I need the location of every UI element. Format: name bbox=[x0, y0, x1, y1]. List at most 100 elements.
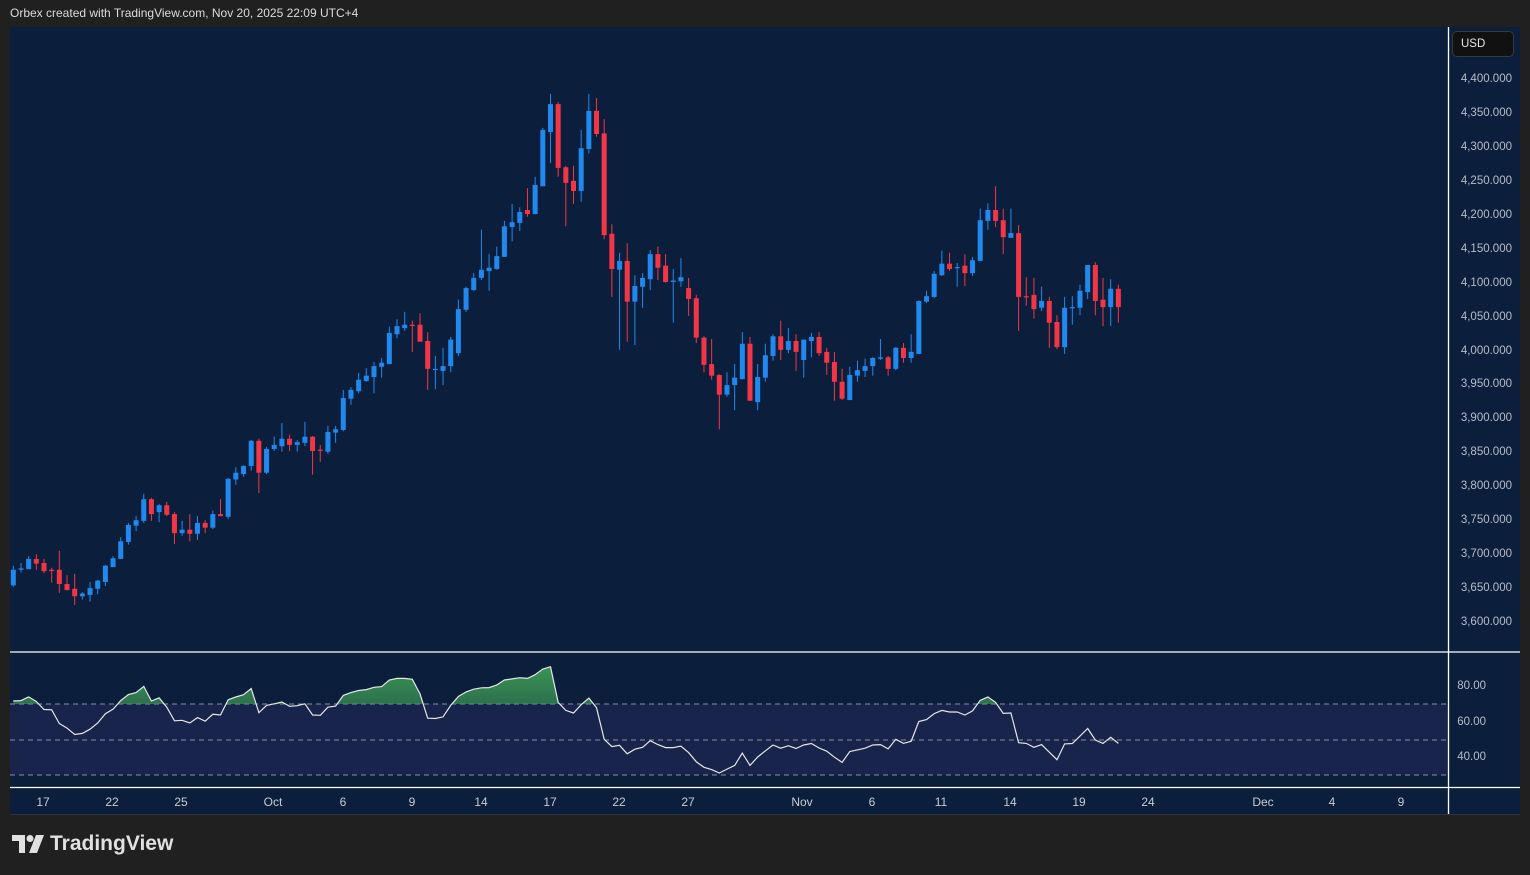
candle-body bbox=[601, 133, 607, 236]
candle-body bbox=[571, 180, 577, 192]
price-tick-label: 4,000.000 bbox=[1460, 344, 1512, 357]
candle-bullish bbox=[125, 522, 131, 545]
tradingview-logo[interactable]: TradingView bbox=[12, 832, 173, 856]
candle-bearish bbox=[33, 554, 39, 570]
candle-body bbox=[962, 265, 968, 274]
candle-bullish bbox=[640, 273, 646, 308]
candle-body bbox=[939, 263, 945, 276]
candle-body bbox=[271, 444, 277, 449]
candle-bullish bbox=[26, 556, 32, 570]
candle-bullish bbox=[739, 332, 745, 380]
candle-body bbox=[670, 280, 676, 282]
candle-body bbox=[555, 104, 561, 168]
candle-bullish bbox=[302, 421, 308, 447]
candle-body bbox=[640, 277, 646, 287]
candle-bullish bbox=[363, 368, 369, 382]
price-tick-label: 4,300.000 bbox=[1460, 140, 1512, 153]
candle-body bbox=[325, 431, 331, 452]
candle-body bbox=[256, 440, 262, 473]
candle-bullish bbox=[133, 516, 139, 532]
candle-bearish bbox=[417, 313, 423, 342]
price-tick-label: 3,750.000 bbox=[1460, 514, 1512, 527]
candle-body bbox=[816, 336, 822, 354]
time-tick-label: 19 bbox=[1072, 795, 1086, 809]
candle-body bbox=[125, 524, 131, 542]
candle-bullish bbox=[931, 271, 937, 299]
candle-bullish bbox=[908, 334, 914, 363]
candle-body bbox=[885, 357, 891, 369]
candle-body bbox=[455, 309, 461, 354]
chart-frame[interactable] bbox=[10, 27, 1520, 815]
time-tick-label: 27 bbox=[681, 795, 695, 809]
rsi-tick-label: 40.00 bbox=[1457, 751, 1486, 763]
candle-body bbox=[41, 562, 47, 572]
candle-body bbox=[1077, 290, 1083, 308]
candle-bearish bbox=[1031, 277, 1037, 319]
candle-bearish bbox=[571, 165, 577, 204]
candle-body bbox=[302, 436, 308, 443]
candle-bearish bbox=[171, 512, 177, 544]
candle-bullish bbox=[808, 332, 814, 358]
candle-body bbox=[762, 355, 768, 378]
candle-body bbox=[586, 110, 592, 149]
candle-bullish bbox=[547, 93, 553, 164]
candle-bullish bbox=[1062, 296, 1068, 354]
candle-body bbox=[831, 362, 837, 382]
candle-bullish bbox=[540, 127, 546, 187]
candle-bearish bbox=[947, 252, 953, 272]
candle-bearish bbox=[716, 374, 722, 430]
candle-body bbox=[1023, 296, 1029, 298]
candle-bullish bbox=[877, 338, 883, 361]
candle-bearish bbox=[885, 355, 891, 376]
candle-body bbox=[118, 541, 124, 559]
candle-bullish bbox=[110, 556, 116, 568]
candle-body bbox=[877, 357, 883, 359]
candle-bullish bbox=[862, 358, 868, 377]
candle-body bbox=[1031, 294, 1037, 310]
candle-bearish bbox=[287, 434, 293, 451]
rsi-line bbox=[13, 665, 1119, 774]
candle-bullish bbox=[463, 286, 469, 312]
candle-bullish bbox=[95, 579, 101, 595]
candle-body bbox=[1062, 307, 1068, 348]
candle-body bbox=[632, 286, 638, 302]
candle-bullish bbox=[893, 347, 899, 371]
candle-bullish bbox=[141, 493, 147, 523]
time-tick-label: 11 bbox=[934, 795, 948, 809]
candle-bullish bbox=[724, 372, 730, 397]
candle-body bbox=[432, 368, 438, 371]
price-tick-label: 4,250.000 bbox=[1460, 174, 1512, 187]
candle-body bbox=[693, 298, 699, 338]
candle-body bbox=[985, 210, 991, 221]
candle-body bbox=[709, 364, 715, 376]
candle-body bbox=[594, 110, 600, 134]
currency-selector[interactable]: USD bbox=[1452, 31, 1514, 57]
candle-body bbox=[1069, 307, 1075, 309]
candle-bullish bbox=[578, 129, 584, 202]
time-tick-label: 22 bbox=[105, 795, 119, 809]
candle-bullish bbox=[1039, 286, 1045, 312]
candle-bearish bbox=[816, 332, 822, 356]
candle-bullish bbox=[448, 336, 454, 373]
candle-bearish bbox=[624, 243, 630, 342]
price-tick-label: 3,950.000 bbox=[1460, 378, 1512, 391]
candle-body bbox=[839, 381, 845, 399]
candle-body bbox=[540, 129, 546, 187]
candle-bullish bbox=[394, 319, 400, 339]
candle-body bbox=[187, 529, 193, 534]
candle-body bbox=[655, 254, 661, 268]
candle-bearish bbox=[831, 351, 837, 401]
time-tick-label: 6 bbox=[339, 795, 347, 809]
candle-body bbox=[808, 336, 814, 342]
candle-body bbox=[363, 375, 369, 382]
time-tick-label: 14 bbox=[474, 795, 488, 809]
candle-bearish bbox=[793, 334, 799, 371]
candle-body bbox=[486, 267, 492, 272]
candle-bullish bbox=[486, 254, 492, 291]
candle-bullish bbox=[264, 446, 270, 475]
price-tick-label: 3,650.000 bbox=[1460, 582, 1512, 595]
rsi-tick-label: 80.00 bbox=[1457, 680, 1486, 692]
candle-bullish bbox=[1108, 279, 1114, 327]
candle-bullish bbox=[870, 357, 876, 376]
